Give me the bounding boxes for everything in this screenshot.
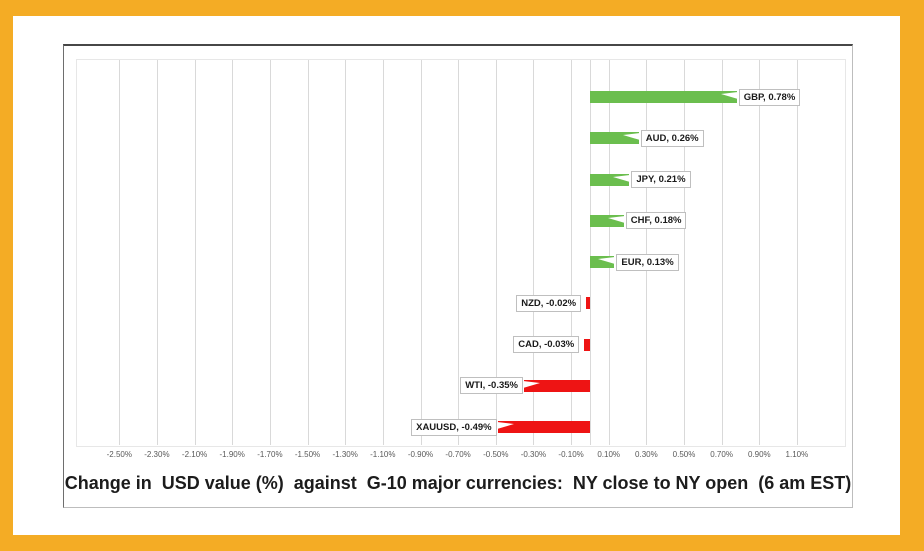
data-label-AUD[interactable]: AUD, 0.26% bbox=[640, 129, 704, 147]
gridline bbox=[608, 60, 610, 445]
gridline bbox=[495, 60, 497, 445]
x-tick-label: 0.50% bbox=[672, 450, 696, 459]
zero-axis-line bbox=[589, 60, 591, 445]
callout-pointer bbox=[496, 422, 514, 429]
x-tick-label: -0.70% bbox=[445, 450, 471, 459]
x-tick-label: -2.50% bbox=[106, 450, 132, 459]
data-label-NZD[interactable]: NZD, -0.02% bbox=[516, 294, 582, 312]
gridline bbox=[646, 60, 648, 445]
x-tick-label: -2.30% bbox=[144, 450, 170, 459]
gridline bbox=[382, 60, 384, 445]
chart-title: Change in USD value (%) against G-10 maj… bbox=[64, 473, 852, 493]
data-label-CHF[interactable]: CHF, 0.18% bbox=[625, 212, 687, 230]
bar-WTI[interactable] bbox=[524, 379, 590, 392]
data-label-EUR[interactable]: EUR, 0.13% bbox=[616, 253, 679, 271]
x-tick-label: -1.90% bbox=[219, 450, 245, 459]
data-label-GBP[interactable]: GBP, 0.78% bbox=[738, 88, 801, 106]
x-tick-label: -0.50% bbox=[483, 450, 509, 459]
gridline bbox=[269, 60, 271, 445]
gridline bbox=[571, 60, 573, 445]
gridline bbox=[684, 60, 685, 445]
callout-pointer bbox=[523, 380, 540, 388]
bar-GBP[interactable] bbox=[589, 91, 737, 103]
gridline bbox=[458, 60, 460, 445]
callout-pointer bbox=[598, 257, 616, 264]
gridline bbox=[156, 60, 158, 445]
x-tick-label: -1.70% bbox=[257, 450, 283, 459]
data-label-WTI[interactable]: WTI, -0.35% bbox=[460, 377, 523, 395]
gridline bbox=[232, 60, 234, 445]
x-tick-label: 0.70% bbox=[710, 450, 733, 459]
callout-pointer bbox=[720, 92, 738, 99]
gridline bbox=[721, 60, 723, 445]
callout-pointer bbox=[613, 174, 631, 182]
gridline bbox=[307, 60, 309, 445]
data-label-JPY[interactable]: JPY, 0.21% bbox=[631, 171, 691, 188]
x-tick-label: 0.90% bbox=[747, 450, 771, 459]
gridline bbox=[796, 60, 798, 445]
data-label-CAD[interactable]: CAD, -0.03% bbox=[513, 336, 580, 353]
gridline bbox=[119, 60, 121, 445]
gridline bbox=[759, 60, 761, 445]
gridline bbox=[533, 60, 535, 445]
callout-pointer bbox=[622, 133, 640, 141]
data-label-XAUUSD[interactable]: XAUUSD, -0.49% bbox=[411, 418, 497, 436]
x-tick-label: 0.30% bbox=[635, 450, 658, 459]
x-tick-label: -0.30% bbox=[520, 450, 547, 459]
gridline bbox=[194, 60, 196, 445]
x-tick-label: -1.50% bbox=[294, 450, 321, 459]
x-tick-label: -1.10% bbox=[370, 450, 396, 459]
gridline bbox=[345, 60, 347, 445]
bar-XAUUSD[interactable] bbox=[497, 421, 590, 433]
bar-chart[interactable]: Change in USD value (%) against G-10 maj… bbox=[63, 44, 853, 508]
callout-pointer bbox=[607, 215, 625, 223]
bar-CAD[interactable] bbox=[584, 338, 590, 351]
x-tick-label: -0.10% bbox=[558, 450, 584, 459]
x-tick-label: -1.30% bbox=[332, 450, 358, 459]
bar-NZD[interactable] bbox=[586, 297, 590, 310]
x-tick-label: -0.90% bbox=[407, 450, 434, 459]
gridline bbox=[420, 60, 422, 445]
white-panel: Change in USD value (%) against G-10 maj… bbox=[13, 16, 900, 535]
x-tick-label: 0.10% bbox=[597, 450, 621, 459]
x-tick-label: 1.10% bbox=[785, 450, 809, 459]
x-tick-label: -2.10% bbox=[181, 450, 208, 459]
